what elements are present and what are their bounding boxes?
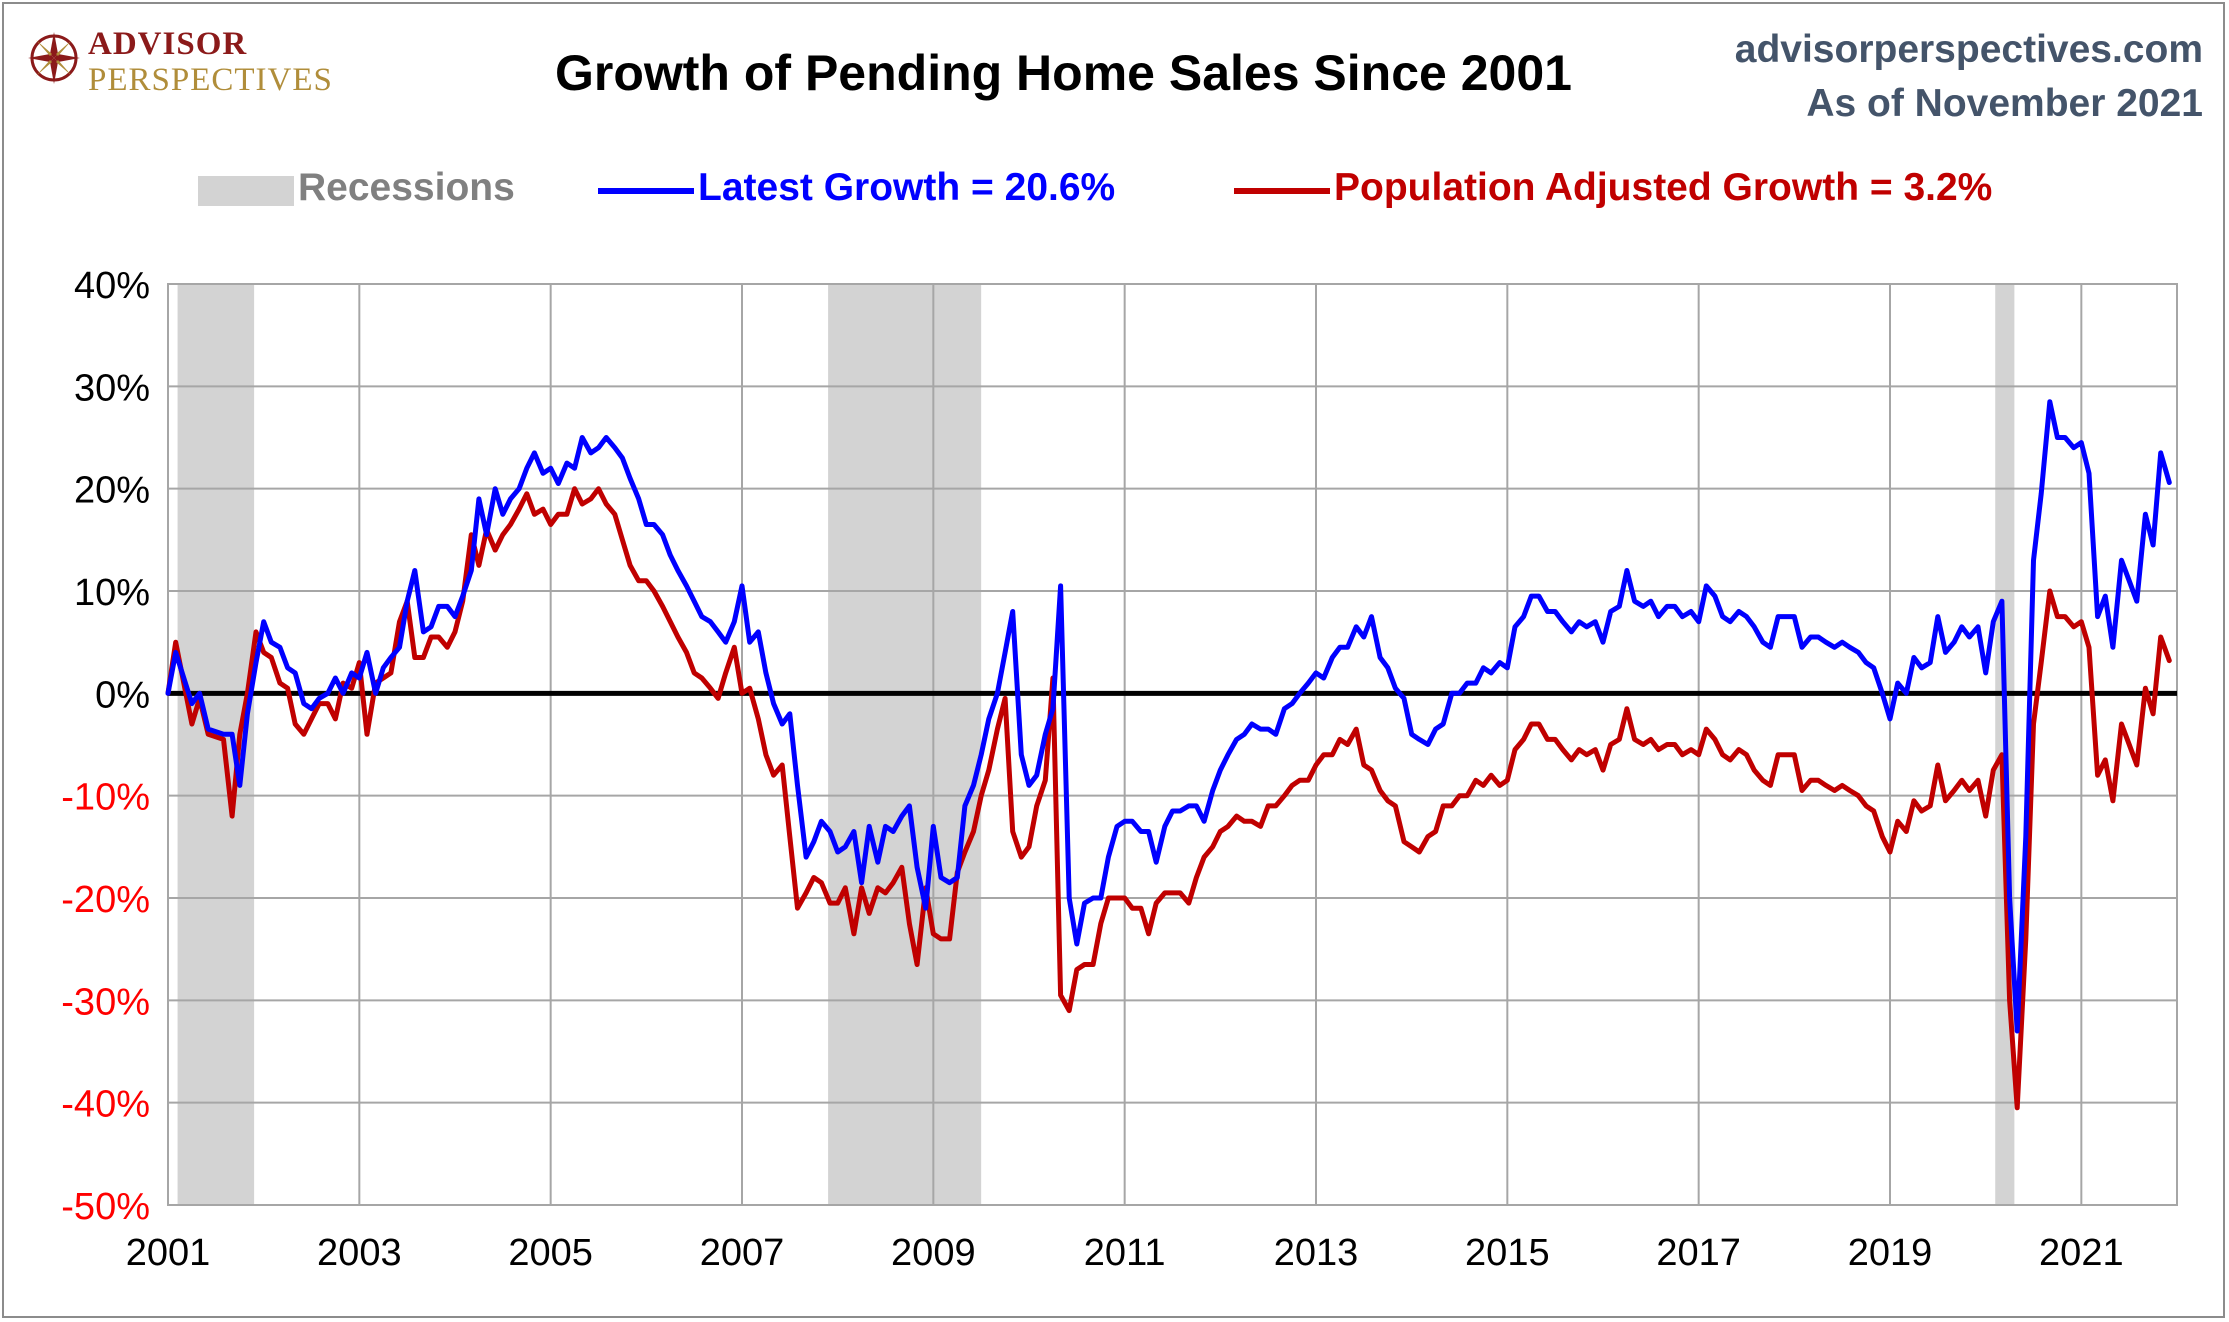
plot-area [168,284,2177,1205]
as-of-date: As of November 2021 [1806,82,2203,125]
y-tick-label: 10% [74,572,150,614]
legend-swatch-population [1234,188,1330,194]
x-tick-label: 2011 [1084,1232,1166,1274]
x-tick-label: 2001 [126,1232,211,1274]
legend-label-population: Population Adjusted Growth = 3.2% [1334,166,1993,209]
legend-label-latest: Latest Growth = 20.6% [698,166,1116,209]
site-url: advisorperspectives.com [1734,28,2203,71]
y-tick-label: 30% [74,367,150,409]
legend-swatch-latest [598,188,694,194]
y-tick-label: 0% [95,674,150,716]
series-line-population-adjusted [165,486,2172,1111]
y-tick-label: -10% [61,777,150,819]
recession-band-1 [828,284,982,1205]
legend-label-recessions: Recessions [298,166,515,209]
x-tick-label: 2015 [1465,1232,1550,1274]
legend-swatch-recessions [198,176,294,206]
logo-line-2: PERSPECTIVES [88,62,333,98]
x-tick-label: 2005 [508,1232,593,1274]
x-tick-label: 2017 [1656,1232,1741,1274]
y-tick-label: 20% [74,470,150,512]
x-tick-label: 2003 [317,1232,402,1274]
y-tick-label: -40% [61,1084,150,1126]
x-tick-label: 2007 [700,1232,785,1274]
logo-line-1: ADVISOR [88,26,248,62]
series-line-latest-growth [165,399,2172,1034]
y-tick-label: -30% [61,981,150,1023]
advisor-perspectives-logo: ADVISOR PERSPECTIVES [26,24,346,98]
x-tick-label: 2013 [1274,1232,1359,1274]
y-tick-label: 40% [74,265,150,307]
x-tick-label: 2021 [2039,1232,2124,1274]
compass-rose-icon [28,32,80,84]
y-tick-label: -20% [61,879,150,921]
y-tick-label: -50% [61,1186,150,1228]
x-tick-label: 2009 [891,1232,976,1274]
legend: Recessions Latest Growth = 20.6% Populat… [0,166,2229,216]
plot-border [167,283,2178,1206]
chart-title: Growth of Pending Home Sales Since 2001 [555,45,1572,101]
x-tick-label: 2019 [1848,1232,1933,1274]
